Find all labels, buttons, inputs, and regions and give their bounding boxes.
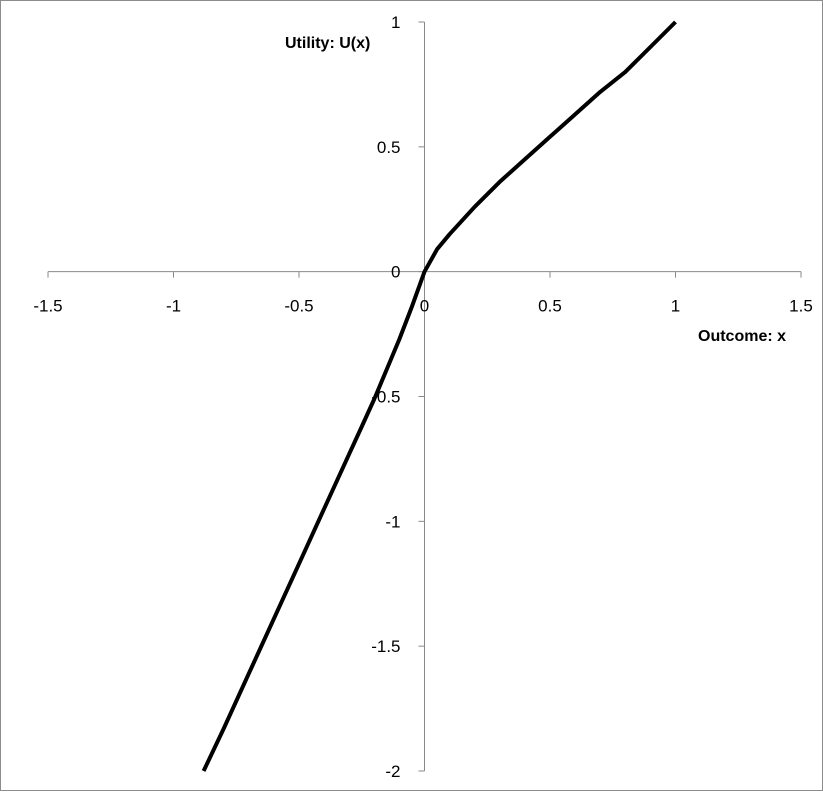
x-axis-title: Outcome: x — [698, 328, 786, 345]
y-tick-label: -1 — [385, 512, 400, 531]
y-tick-label: -0.5 — [371, 388, 400, 407]
y-tick-label: -1.5 — [371, 637, 400, 656]
x-tick-label: 0.5 — [538, 297, 562, 316]
y-tick-label: 0 — [391, 263, 400, 282]
utility-curve — [201, 20, 677, 772]
axes — [47, 21, 802, 772]
x-tick-label: -0.5 — [284, 297, 313, 316]
x-tick-label: -1 — [166, 297, 181, 316]
labels-layer: -1.5 -1 -0.5 0 0.5 1 1.5 -2 -1.5 -1 -0.5 0 0.5 1 Outco… — [33, 13, 812, 781]
series-layer — [201, 20, 677, 772]
x-tick-label: -1.5 — [33, 297, 62, 316]
y-tick-label: 1 — [391, 13, 400, 32]
y-axis-title: Utility: U(x) — [285, 35, 370, 52]
y-tick-label: -2 — [385, 762, 400, 781]
x-tick-label: 0 — [420, 297, 429, 316]
x-tick-label: 1.5 — [789, 297, 813, 316]
y-tick-label: 0.5 — [377, 138, 401, 157]
x-tick-label: 1 — [671, 297, 680, 316]
